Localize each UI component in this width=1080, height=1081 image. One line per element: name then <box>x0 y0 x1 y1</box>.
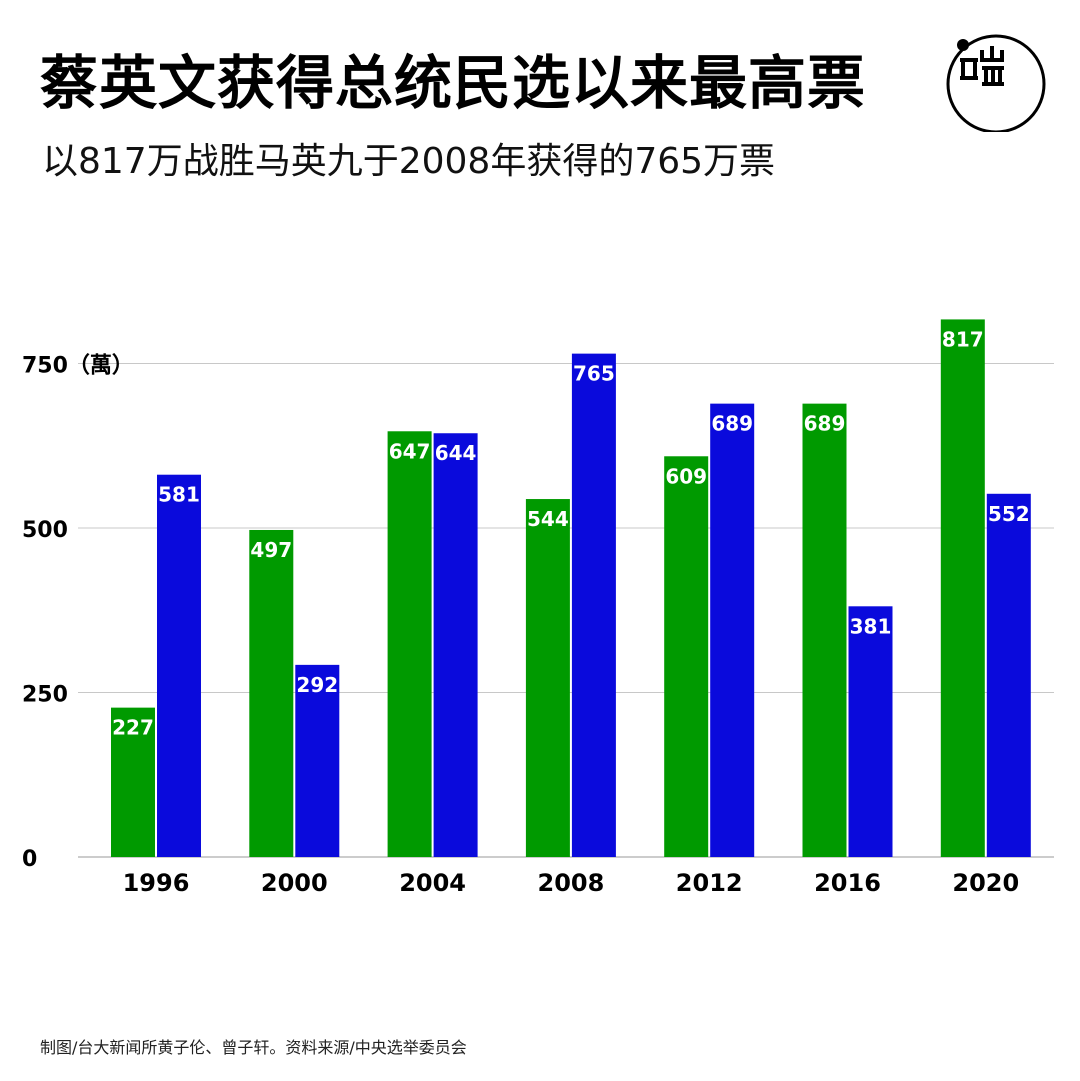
bar <box>664 456 709 857</box>
bar-value-label: 292 <box>296 673 338 697</box>
bar <box>157 474 201 857</box>
bar-value-label: 227 <box>112 716 154 740</box>
bar-value-label: 552 <box>988 502 1030 526</box>
bar-value-label: 497 <box>250 538 292 562</box>
bar <box>111 707 155 857</box>
x-tick-label: 2008 <box>538 869 605 897</box>
bar <box>433 433 478 857</box>
bar <box>986 493 1031 857</box>
bar-value-label: 581 <box>158 483 200 507</box>
bar-value-label: 817 <box>942 327 984 351</box>
bar-value-label: 765 <box>573 362 615 386</box>
chart-subtitle: 以817万战胜马英九于2008年获得的765万票 <box>42 141 776 182</box>
x-tick-label: 2004 <box>399 869 466 897</box>
source-note: 制图/台大新闻所黄子伦、曾子轩。资料来源/中央选举委员会 <box>40 1038 467 1057</box>
bar <box>710 403 755 857</box>
initium-logo-icon <box>946 34 1046 132</box>
x-tick-label: 2000 <box>261 869 328 897</box>
bar-value-label: 647 <box>389 439 431 463</box>
bar-value-label: 689 <box>804 412 846 436</box>
y-tick-label: 250 <box>22 683 68 708</box>
bar <box>295 664 340 857</box>
bar <box>571 353 616 857</box>
bar <box>249 529 294 857</box>
bar-value-label: 544 <box>527 507 569 531</box>
y-tick-label: 500 <box>22 518 68 543</box>
bar-value-label: 609 <box>665 464 707 488</box>
bar <box>525 499 570 857</box>
y-tick-label: 750（萬） <box>22 354 134 379</box>
bar-value-label: 644 <box>435 441 477 465</box>
x-tick-label: 2012 <box>676 869 743 897</box>
bar <box>387 431 432 857</box>
bar <box>940 319 985 857</box>
y-tick-label: 0 <box>22 847 37 872</box>
bar-value-label: 381 <box>850 614 892 638</box>
x-tick-label: 2016 <box>814 869 881 897</box>
bar-chart: 0 250 500 750（萬） 227 581 1996 497 292 2000 647 644 2… <box>22 319 1054 897</box>
chart-title: 蔡英文获得总统民选以来最高票 <box>40 49 867 117</box>
bar <box>802 403 847 857</box>
x-tick-label: 2020 <box>952 869 1019 897</box>
bar <box>848 606 893 857</box>
bar-value-label: 689 <box>711 412 753 436</box>
x-tick-label: 1996 <box>123 869 190 897</box>
